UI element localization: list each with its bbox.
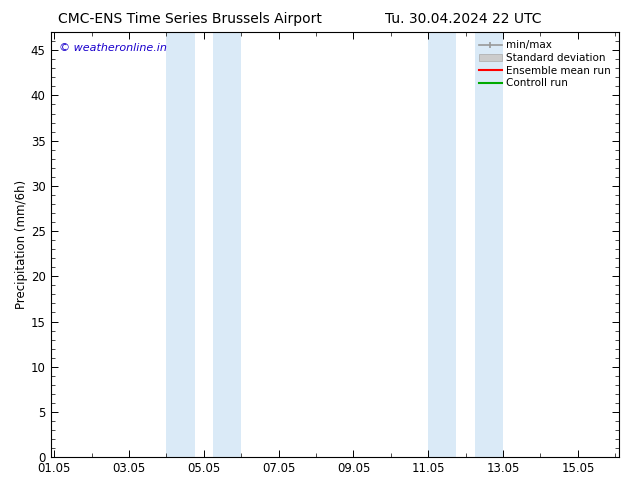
Text: Tu. 30.04.2024 22 UTC: Tu. 30.04.2024 22 UTC [385,12,541,26]
Legend: min/max, Standard deviation, Ensemble mean run, Controll run: min/max, Standard deviation, Ensemble me… [476,37,614,92]
Text: © weatheronline.in: © weatheronline.in [59,43,167,53]
Text: CMC-ENS Time Series Brussels Airport: CMC-ENS Time Series Brussels Airport [58,12,322,26]
Y-axis label: Precipitation (mm/6h): Precipitation (mm/6h) [15,180,28,309]
Bar [428,32,456,457]
Bar [167,32,195,457]
Bar [213,32,242,457]
Bar [475,32,503,457]
